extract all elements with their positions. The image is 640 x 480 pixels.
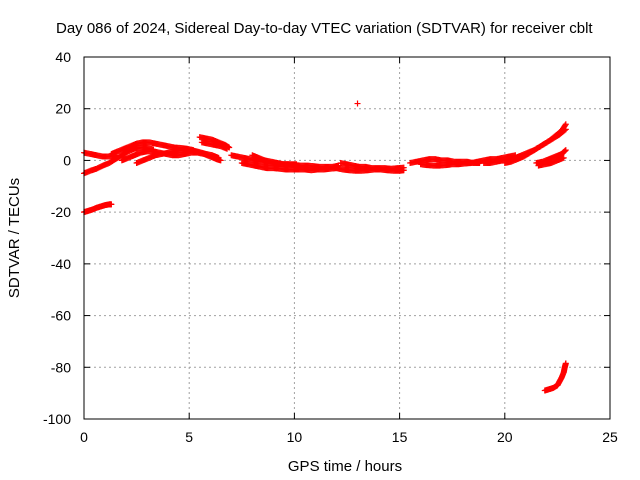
x-tick-label: 15 <box>392 429 408 445</box>
data-point <box>293 161 300 168</box>
series-mid-3 <box>249 152 300 168</box>
series-outlier <box>354 100 361 107</box>
y-tick-label: 0 <box>63 152 71 168</box>
plot-frame <box>83 56 611 420</box>
series-late-4 <box>501 121 569 167</box>
series-arc-3 <box>133 147 222 167</box>
data-point <box>354 100 361 107</box>
data-point <box>562 360 569 367</box>
y-tick-label: -40 <box>51 256 71 272</box>
x-tick-label: 5 <box>185 429 193 445</box>
series-low-tail <box>541 360 569 394</box>
series-late-6 <box>535 154 567 169</box>
data-point <box>400 167 407 174</box>
chart-title: Day 086 of 2024, Sidereal Day-to-day VTE… <box>56 20 593 37</box>
y-tick-label: 40 <box>55 49 71 65</box>
x-tick-label: 0 <box>80 429 88 445</box>
y-tick-label: -100 <box>43 411 71 427</box>
series-mid-2 <box>238 160 340 174</box>
data-point <box>562 147 569 154</box>
series-early-rising-track <box>81 144 157 177</box>
y-axis-label: SDTVAR / TECUs <box>6 178 23 298</box>
data-point <box>562 122 569 129</box>
data-point <box>560 154 567 161</box>
y-tick-label: 20 <box>55 101 71 117</box>
grid <box>84 57 610 419</box>
series-arc-5 <box>198 139 231 152</box>
axis-ticks: 0 5 10 15 20 25 40 20 0 -20 -40 -60 -80 -100 <box>43 49 618 445</box>
x-tick-label: 25 <box>602 429 618 445</box>
x-tick-label: 20 <box>497 429 513 445</box>
data-point <box>562 147 569 154</box>
data-point <box>215 154 222 161</box>
x-tick-label: 10 <box>287 429 303 445</box>
data-point <box>108 201 115 208</box>
x-axis-label: GPS time / hours <box>288 458 402 475</box>
series-early-low-track <box>81 201 115 216</box>
data-points <box>81 100 569 394</box>
data-point <box>562 121 569 128</box>
data-point <box>224 145 231 152</box>
y-tick-label: -20 <box>51 204 71 220</box>
y-tick-label: -60 <box>51 308 71 324</box>
y-tick-label: -80 <box>51 359 71 375</box>
series-mid-5 <box>333 165 407 174</box>
